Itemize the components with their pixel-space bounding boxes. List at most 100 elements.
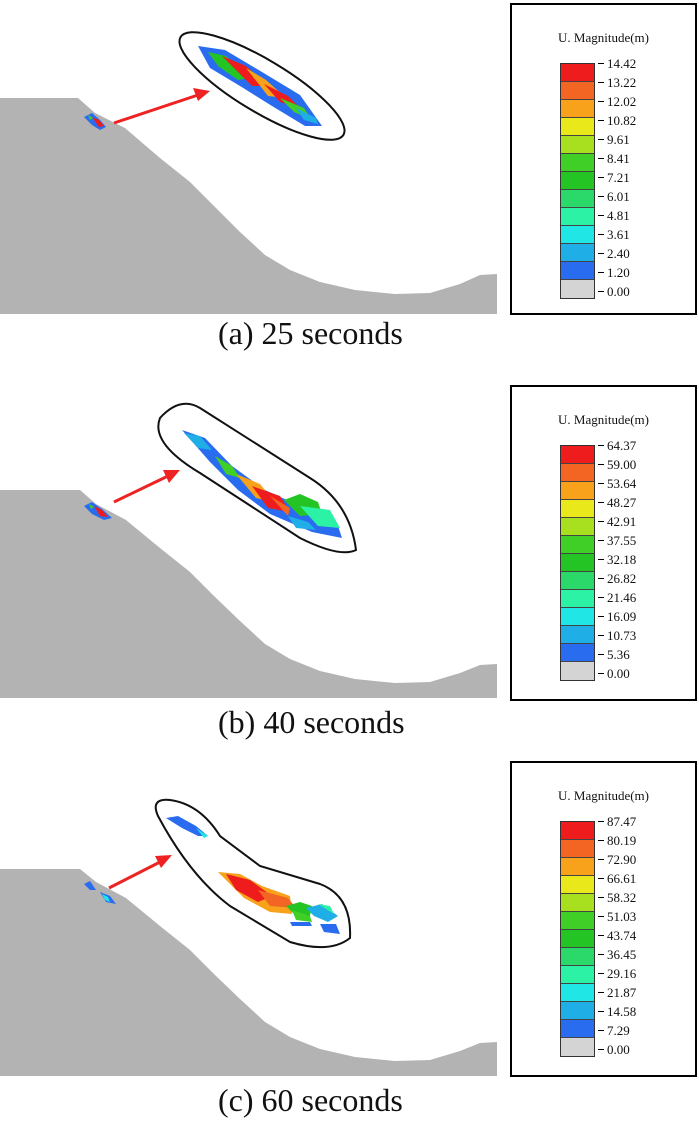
color-band: [561, 626, 594, 644]
panel-caption: (b) 40 seconds: [218, 704, 405, 740]
color-band: [561, 244, 594, 262]
panel-caption: (a) 25 seconds: [218, 315, 403, 351]
legend-tick: 2.40: [598, 246, 630, 261]
legend-tick: 80.19: [597, 833, 637, 848]
legend-tick: 1.20: [598, 265, 630, 280]
color-band: [561, 930, 594, 948]
color-band: [561, 226, 594, 244]
legend-tick: 53.64: [597, 476, 637, 491]
legend-tick: 37.55: [597, 533, 637, 548]
legend-tick: 58.32: [597, 890, 637, 905]
legend-tick: 36.45: [597, 947, 637, 962]
legend-tick: 51.03: [597, 909, 637, 924]
color-band: [561, 446, 594, 464]
legend-tick: 3.61: [598, 227, 630, 242]
color-band: [561, 912, 594, 930]
legend-title: U. Magnitude(m): [558, 412, 649, 427]
landslide-mass-small: [84, 502, 112, 520]
panel-60-seconds: U. Magnitude(m) 87.47 80.19 72.90 66.61 …: [0, 756, 699, 1134]
color-band: [561, 518, 594, 536]
slope-ground: [0, 98, 497, 314]
panel-caption: (c) 60 seconds: [218, 1082, 403, 1118]
legend-tick: 26.82: [597, 571, 637, 586]
color-band: [561, 822, 594, 840]
legend-tick: 7.29: [598, 1023, 630, 1038]
legend-tick: 0.00: [598, 666, 630, 681]
panel-25-seconds: U. Magnitude(m) 14.42 13.22 12.02 10.82 …: [0, 0, 699, 378]
legend-tick: 72.90: [597, 852, 637, 867]
color-band: [561, 554, 594, 572]
color-band: [561, 608, 594, 626]
color-band: [561, 172, 594, 190]
color-band: [561, 1038, 594, 1056]
legend-tick: 42.91: [597, 514, 637, 529]
legend-tick: 59.00: [597, 457, 637, 472]
legend-title: U. Magnitude(m): [558, 30, 649, 45]
color-band: [561, 572, 594, 590]
color-band: [561, 136, 594, 154]
color-band: [561, 100, 594, 118]
legend-box: U. Magnitude(m) 87.47 80.19 72.90 66.61 …: [510, 761, 697, 1077]
color-band: [561, 118, 594, 136]
legend-tick: 0.00: [598, 284, 630, 299]
arrow-indicator: [108, 855, 172, 890]
color-band: [561, 966, 594, 984]
slope-scene: [0, 402, 497, 698]
color-band: [561, 984, 594, 1002]
color-band: [561, 894, 594, 912]
legend-tick: 48.27: [597, 495, 637, 510]
landslide-mass-small: [84, 113, 106, 130]
color-band: [561, 840, 594, 858]
panel-40-seconds: U. Magnitude(m) 64.37 59.00 53.64 48.27 …: [0, 378, 699, 756]
color-band: [561, 154, 594, 172]
legend-tick: 16.09: [597, 609, 637, 624]
legend-tick: 5.36: [598, 647, 630, 662]
legend-tick: 10.82: [597, 113, 637, 128]
color-scale: [560, 63, 595, 299]
color-band: [561, 948, 594, 966]
zoom-callout: [157, 402, 358, 554]
legend-box: U. Magnitude(m) 14.42 13.22 12.02 10.82 …: [510, 3, 697, 315]
legend-tick: 14.58: [597, 1004, 637, 1019]
color-band: [561, 644, 594, 662]
slope-ground: [0, 869, 497, 1076]
color-band: [561, 858, 594, 876]
color-band: [561, 280, 594, 298]
legend-tick: 13.22: [597, 75, 637, 90]
color-band: [561, 1020, 594, 1038]
color-band: [561, 262, 594, 280]
color-band: [561, 82, 594, 100]
legend-tick: 87.47: [597, 814, 637, 829]
slope-scene: [0, 798, 497, 1076]
legend-tick: 14.42: [597, 56, 637, 71]
legend-tick: 43.74: [597, 928, 637, 943]
color-band: [561, 876, 594, 894]
legend-tick: 4.81: [598, 208, 630, 223]
arrow-indicator: [113, 88, 210, 125]
color-scale: [560, 445, 595, 681]
color-band: [561, 64, 594, 82]
legend-tick: 10.73: [597, 628, 637, 643]
color-band: [561, 190, 594, 208]
legend-tick: 29.16: [597, 966, 637, 981]
color-band: [561, 1002, 594, 1020]
legend-tick: 32.18: [597, 552, 637, 567]
color-band: [561, 536, 594, 554]
color-band: [561, 464, 594, 482]
arrow-indicator: [113, 470, 180, 504]
legend-tick: 7.21: [598, 170, 630, 185]
legend-tick: 9.61: [598, 132, 630, 147]
color-band: [561, 590, 594, 608]
slope-ground: [0, 490, 497, 698]
slope-scene: [0, 31, 497, 314]
color-band: [561, 482, 594, 500]
landslide-mass-small: [84, 881, 116, 904]
legend-tick: 66.61: [597, 871, 637, 886]
color-band: [561, 662, 594, 680]
color-scale: [560, 821, 595, 1057]
legend-title: U. Magnitude(m): [558, 788, 649, 803]
color-band: [561, 208, 594, 226]
legend-tick: 64.37: [597, 438, 637, 453]
color-band: [561, 500, 594, 518]
legend-tick: 6.01: [598, 189, 630, 204]
